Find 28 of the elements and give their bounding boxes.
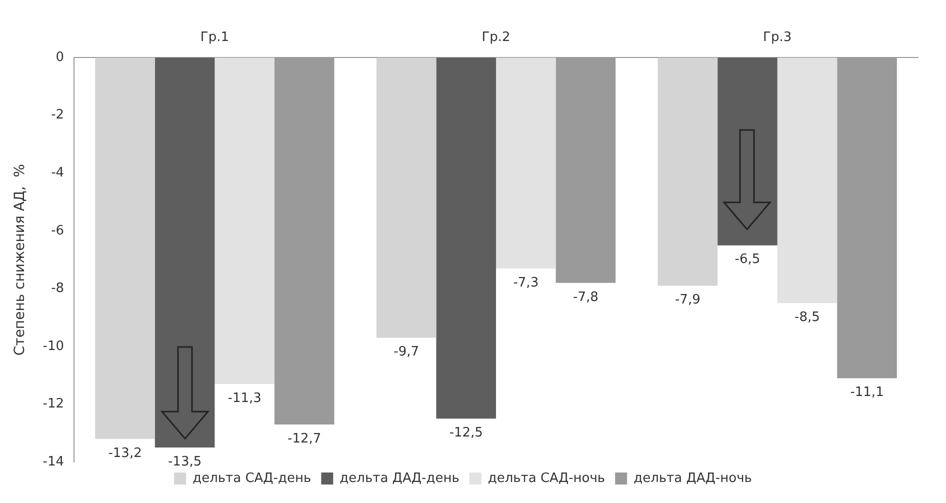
legend-label: дельта ДАД-день (340, 470, 460, 486)
y-tick-label: -2 (51, 108, 64, 123)
y-axis-title: Степень снижения АД, % (12, 164, 28, 356)
data-label: -9,7 (394, 344, 420, 360)
x-tick-label: Гр.1 (200, 30, 229, 46)
data-label: -11,3 (228, 390, 262, 406)
data-label: -12,5 (449, 426, 483, 441)
data-label: -8,5 (794, 310, 820, 326)
y-tick-label: -14 (42, 454, 64, 470)
data-label: -12,7 (288, 431, 322, 446)
x-tick-label: Гр.2 (482, 30, 510, 46)
legend-label: дельта ДАД-ночь (634, 470, 752, 486)
y-tick-label: -10 (42, 338, 64, 354)
y-tick-label: 0 (56, 50, 64, 65)
y-tick-label: -8 (51, 281, 64, 296)
data-label: -13,2 (108, 446, 142, 461)
data-label: -7,3 (513, 275, 539, 290)
data-label: -7,8 (573, 290, 598, 305)
x-tick-label: Гр.3 (763, 30, 792, 46)
data-label: -7,9 (674, 292, 700, 308)
y-tick-label: -12 (42, 396, 64, 412)
y-tick-label: -4 (51, 166, 64, 181)
legend-label: дельта САД-день (192, 470, 312, 486)
data-label: -11,1 (850, 385, 884, 400)
data-label: -6,5 (734, 252, 760, 268)
y-tick-label: -6 (51, 223, 64, 238)
data-label: -13,5 (168, 454, 202, 470)
legend-label: дельта САД-ночь (488, 470, 606, 486)
